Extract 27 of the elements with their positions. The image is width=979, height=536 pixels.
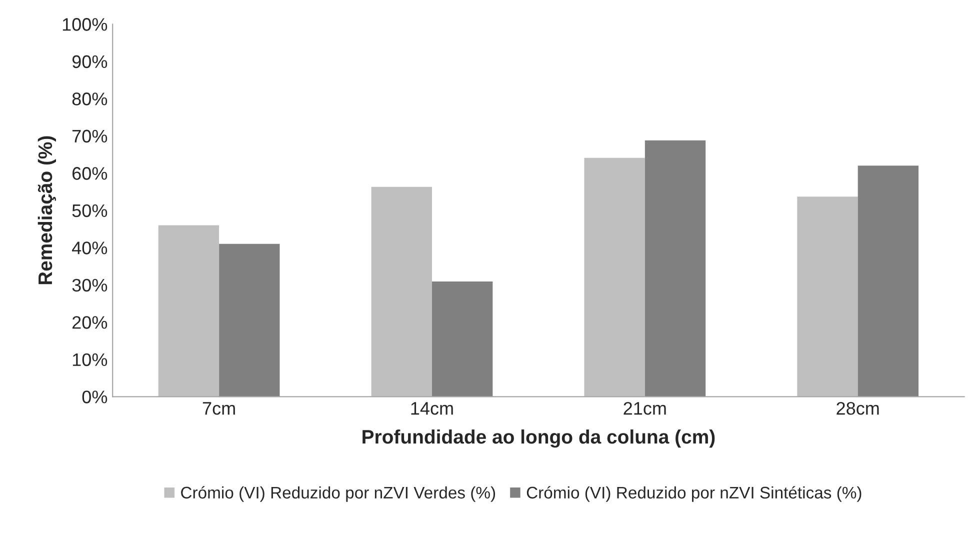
x-tick-label: 14cm (411, 402, 453, 415)
x-tick-label: 21cm (624, 402, 666, 415)
x-tick-label: 28cm (836, 402, 879, 415)
y-tick-label: 40% (72, 242, 108, 254)
legend-label: Crómio (VI) Reduzido por nZVI Sintéticas (%) (526, 486, 862, 502)
bar (644, 140, 706, 397)
bar (432, 282, 493, 397)
y-tick-label: 80% (72, 92, 108, 106)
y-tick-label: 30% (72, 278, 108, 292)
bar (219, 244, 280, 397)
y-tick-label: 50% (72, 204, 108, 218)
y-tick-label: 0% (82, 390, 108, 404)
bar (371, 186, 432, 397)
x-axis-title: Profundidade ao longo da coluna (cm) (362, 429, 715, 448)
bar (158, 225, 220, 397)
y-tick-label: 60% (72, 167, 108, 180)
bar (797, 196, 858, 397)
y-tick-label: 70% (72, 130, 108, 143)
y-tick-label: 10% (72, 353, 108, 366)
legend-label: Crómio (VI) Reduzido por nZVI Verdes (%) (181, 486, 496, 502)
bar (584, 158, 645, 397)
y-axis-title: Remediação (%) (38, 136, 56, 284)
y-tick-label: 100% (62, 18, 108, 31)
bar (858, 166, 919, 397)
y-tick-label: 90% (72, 55, 108, 68)
y-tick-label: 20% (72, 316, 108, 329)
x-tick-label: 7cm (202, 402, 235, 415)
